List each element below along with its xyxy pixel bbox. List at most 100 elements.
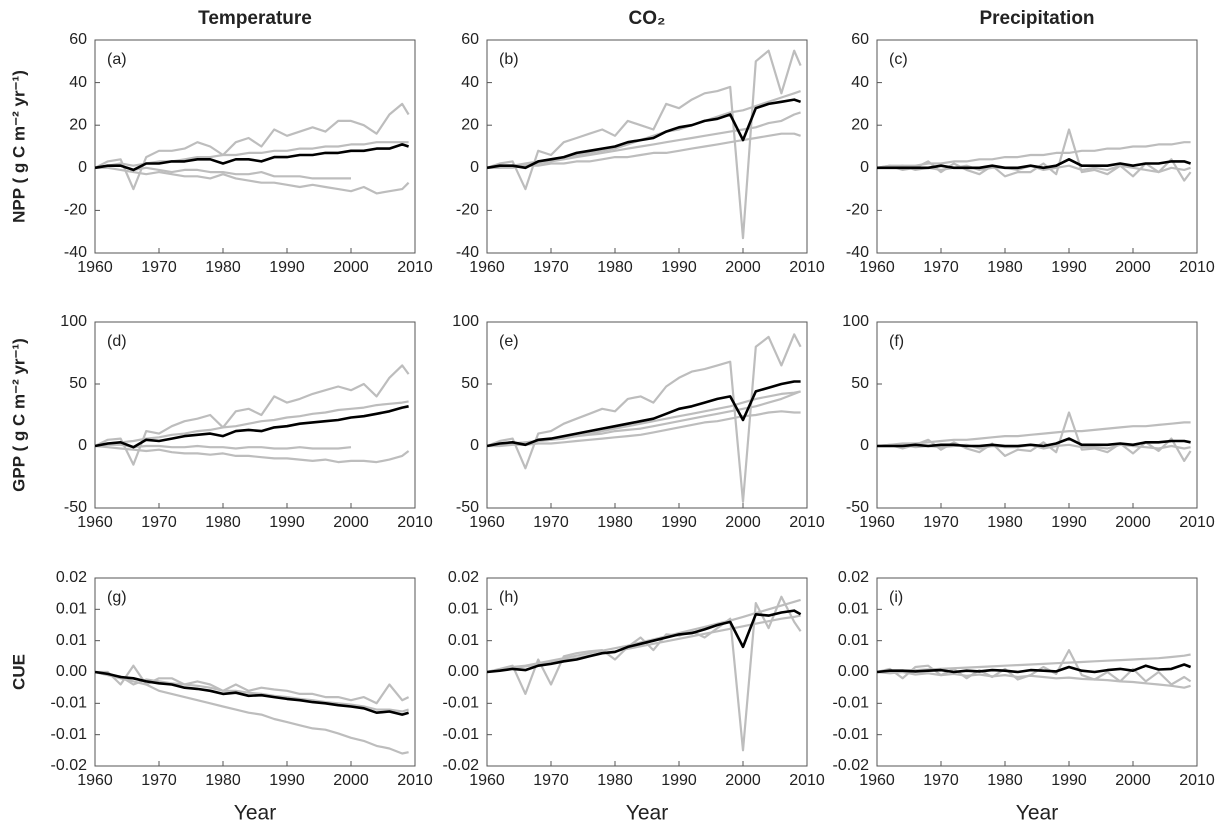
- y-tick-label: 20: [69, 116, 87, 133]
- series-line: [486, 333, 802, 503]
- series-line: [487, 410, 801, 448]
- y-tick-label: 100: [452, 313, 479, 330]
- series-line: [94, 405, 409, 449]
- y-tick-label: 0.02: [56, 569, 87, 586]
- y-tick-label: 0.02: [448, 569, 479, 586]
- y-tick-label: -50: [64, 499, 87, 516]
- y-tick-label: -20: [846, 202, 869, 219]
- y-tick-label: -40: [64, 244, 87, 261]
- x-tick-label: 1960: [77, 514, 113, 531]
- series-line: [487, 132, 801, 169]
- x-tick-label: 1980: [987, 514, 1023, 531]
- x-tick-label: 1980: [597, 772, 633, 789]
- y-tick-label: 0: [470, 159, 479, 176]
- x-tick-label: 1990: [661, 514, 697, 531]
- y-tick-label: -40: [846, 244, 869, 261]
- y-tick-label: -0.01: [833, 726, 870, 743]
- series-line: [486, 609, 802, 674]
- series-line: [486, 390, 801, 448]
- y-tick-label: -0.01: [51, 695, 88, 712]
- series-line: [94, 670, 409, 713]
- panel-label: (h): [499, 589, 519, 606]
- plot-frame: [486, 39, 808, 254]
- x-tick-label: 2000: [725, 772, 761, 789]
- y-tick-label: 0: [470, 437, 479, 454]
- y-tick-label: -50: [846, 499, 869, 516]
- y-tick-label: 0: [78, 159, 87, 176]
- x-tick-label: 1960: [859, 514, 895, 531]
- x-axis-label: Year: [626, 802, 668, 825]
- panel-label: (a): [107, 51, 127, 68]
- y-tick-label: 0.01: [448, 632, 479, 649]
- series-line: [94, 670, 409, 755]
- series-line: [487, 111, 801, 169]
- y-tick-label: -0.02: [833, 757, 870, 774]
- x-tick-label: 1960: [859, 259, 895, 276]
- panel-label: (d): [107, 333, 127, 350]
- panel-label: (f): [889, 333, 904, 350]
- x-tick-label: 1980: [987, 259, 1023, 276]
- y-tick-label: 0.01: [56, 632, 87, 649]
- y-tick-label: 0: [860, 159, 869, 176]
- panel-label: (e): [499, 333, 519, 350]
- y-axis-label: NPP ( g C m⁻² yr⁻¹): [9, 70, 28, 223]
- y-tick-label: -0.01: [443, 726, 480, 743]
- series-line: [95, 664, 410, 705]
- panel-title: Precipitation: [979, 8, 1094, 29]
- y-tick-label: 0: [860, 437, 869, 454]
- series-line: [95, 166, 410, 195]
- series-line: [94, 400, 409, 448]
- y-tick-label: 60: [851, 31, 869, 48]
- y-tick-label: -0.02: [51, 757, 88, 774]
- x-tick-label: 1970: [141, 259, 177, 276]
- x-tick-label: 1960: [77, 259, 113, 276]
- y-tick-label: 40: [69, 74, 87, 91]
- plot-frame: [94, 321, 416, 509]
- x-tick-label: 1960: [469, 772, 505, 789]
- y-axis-label: CUE: [9, 654, 28, 690]
- y-tick-label: -50: [456, 499, 479, 516]
- x-tick-label: 2010: [1179, 772, 1215, 789]
- plot-frame: [94, 577, 416, 767]
- x-tick-label: 1970: [923, 772, 959, 789]
- panel-label: (i): [889, 589, 903, 606]
- x-axis-label: Year: [234, 802, 276, 825]
- x-tick-label: 1970: [533, 514, 569, 531]
- plot-frame: [876, 39, 1198, 254]
- panel-label: (b): [499, 51, 519, 68]
- x-tick-label: 2000: [1115, 514, 1151, 531]
- x-tick-label: 1970: [533, 772, 569, 789]
- plot-frame: [486, 321, 808, 509]
- y-tick-label: -40: [456, 244, 479, 261]
- y-tick-label: 20: [461, 116, 479, 133]
- y-axis-label: GPP ( g C m⁻² yr⁻¹): [9, 338, 28, 492]
- x-tick-label: 1980: [987, 772, 1023, 789]
- x-tick-label: 1980: [597, 259, 633, 276]
- panel-title: CO₂: [629, 8, 666, 29]
- y-tick-label: -0.01: [51, 726, 88, 743]
- x-tick-label: 2010: [397, 514, 433, 531]
- series-line: [94, 364, 410, 466]
- y-tick-label: 50: [461, 375, 479, 392]
- x-tick-label: 2010: [1179, 514, 1215, 531]
- x-tick-label: 1970: [923, 514, 959, 531]
- y-tick-label: 0.01: [838, 601, 869, 618]
- x-tick-label: 1960: [469, 259, 505, 276]
- y-tick-label: -0.01: [443, 695, 480, 712]
- y-tick-label: 0: [78, 437, 87, 454]
- x-tick-label: 2000: [1115, 259, 1151, 276]
- x-tick-label: 1990: [269, 514, 305, 531]
- x-tick-label: 2000: [333, 514, 369, 531]
- x-tick-label: 1960: [469, 514, 505, 531]
- plot-frame: [876, 321, 1198, 509]
- x-tick-label: 2000: [725, 514, 761, 531]
- x-tick-label: 1990: [1051, 514, 1087, 531]
- series-line: [876, 663, 1192, 674]
- x-tick-label: 1980: [205, 514, 241, 531]
- y-tick-label: 100: [60, 313, 87, 330]
- x-tick-label: 1970: [923, 259, 959, 276]
- x-tick-label: 2010: [789, 514, 825, 531]
- y-tick-label: 0.01: [838, 632, 869, 649]
- y-tick-label: -0.02: [443, 757, 480, 774]
